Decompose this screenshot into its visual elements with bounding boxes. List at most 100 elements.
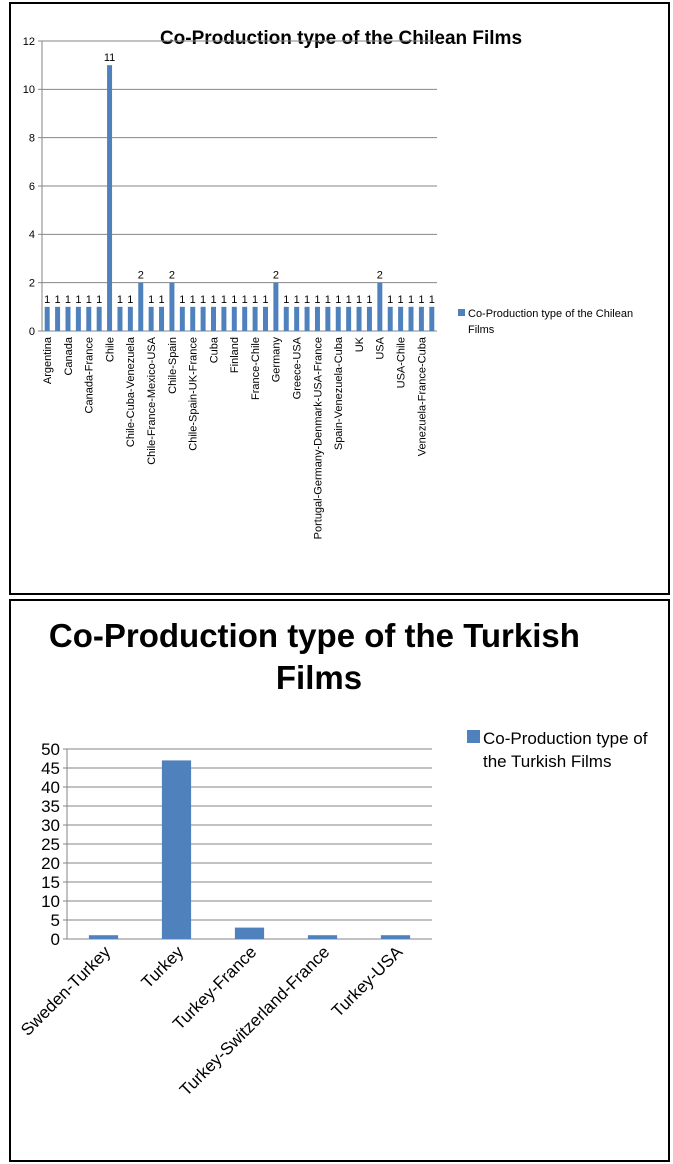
- chilean-x-label-uk: UK: [354, 336, 366, 352]
- turkish-chart-svg: Co-Production type of the Turkish Films …: [17, 617, 648, 1100]
- chilean-bar: [179, 306, 185, 331]
- chilean-bar: [86, 306, 92, 331]
- chilean-data-label: 1: [75, 294, 81, 306]
- turkish-bar: [161, 760, 192, 939]
- chilean-bar: [159, 306, 165, 331]
- chilean-y-tick-label: 10: [23, 84, 35, 96]
- chilean-data-label: 1: [335, 294, 341, 306]
- turkish-y-tick-label: 35: [41, 797, 60, 816]
- chilean-x-label-france-chile: France-Chile: [250, 337, 262, 400]
- chilean-data-label: 1: [44, 294, 50, 306]
- chilean-bar: [211, 306, 217, 331]
- chilean-x-label-spain-venezuela-cuba: Spain-Venezuela-Cuba: [333, 336, 345, 450]
- chilean-legend-key: [458, 309, 465, 316]
- chilean-data-label: 1: [231, 294, 237, 306]
- chilean-x-label-greece-usa: Greece-USA: [292, 336, 304, 399]
- chilean-data-label: 1: [65, 294, 71, 306]
- turkish-grid: [63, 748, 432, 940]
- turkish-chart-title: Co-Production type of the Turkish Films: [49, 617, 589, 696]
- chilean-data-label: 1: [86, 294, 92, 306]
- chilean-x-label-chile-france-mexico-usa: Chile-France-Mexico-USA: [146, 336, 158, 464]
- turkish-bars: [88, 760, 411, 939]
- chilean-legend: Co-Production type of the Chilean Films: [458, 308, 633, 336]
- chilean-y-tick-label: 2: [29, 278, 35, 290]
- turkish-y-tick-label: 45: [41, 759, 60, 778]
- turkish-bar: [234, 927, 265, 939]
- chilean-data-label: 1: [408, 294, 414, 306]
- chilean-grid: [38, 40, 437, 332]
- chilean-x-ticks: Argentina Canada Canada-France Chile Chile-C…: [42, 336, 428, 539]
- chilean-x-label-cuba: Cuba: [208, 336, 220, 363]
- turkish-x-label-turkey-usa: Turkey-USA: [328, 942, 407, 1021]
- chilean-bar: [356, 306, 362, 331]
- chilean-bar: [96, 306, 102, 331]
- chilean-data-label: 1: [158, 294, 164, 306]
- turkish-y-tick-label: 30: [41, 816, 60, 835]
- chilean-x-label-usa-chile: USA-Chile: [395, 337, 407, 388]
- turkish-bar: [88, 935, 119, 939]
- turkish-y-tick-label: 40: [41, 778, 60, 797]
- chilean-data-label: 1: [200, 294, 206, 306]
- chilean-bar: [231, 306, 237, 331]
- chilean-data-label: 2: [377, 270, 383, 282]
- chilean-bar: [398, 306, 404, 331]
- chilean-bar: [429, 306, 435, 331]
- chilean-chart-title: Co-Production type of the Chilean Films: [160, 28, 522, 49]
- chilean-bar: [346, 306, 352, 331]
- chilean-data-label: 1: [148, 294, 154, 306]
- chilean-data-label: 1: [429, 294, 435, 306]
- chilean-bar: [55, 306, 61, 331]
- chilean-bar: [314, 306, 320, 331]
- chilean-data-label: 1: [190, 294, 196, 306]
- chilean-bar: [127, 306, 133, 331]
- chilean-chart-panel: Co-Production type of the Chilean Films …: [9, 2, 670, 595]
- chilean-y-tick-label: 6: [29, 181, 35, 193]
- turkish-title-line-1: Co-Production type of the Turkish: [49, 617, 580, 654]
- chilean-bar: [366, 306, 372, 331]
- chilean-data-label: 1: [127, 294, 133, 306]
- turkish-y-tick-label: 5: [51, 911, 60, 930]
- chilean-bar: [335, 306, 341, 331]
- chilean-x-label-portugal-germany-denmark-usa-france: Portugal-Germany-Denmark-USA-France: [312, 337, 324, 539]
- turkish-x-ticks: Sweden-Turkey TurkeyTurkey-FranceTurkey-S…: [17, 942, 407, 1100]
- chilean-bar: [242, 306, 248, 331]
- chilean-y-tick-label: 0: [29, 326, 35, 338]
- chilean-data-label: 1: [346, 294, 352, 306]
- turkish-x-label-turkey: Turkey: [138, 942, 188, 992]
- chilean-data-label: 1: [356, 294, 362, 306]
- chilean-data-label: 1: [117, 294, 123, 306]
- turkish-bar: [307, 935, 338, 939]
- chilean-x-label-argentina: Argentina: [42, 336, 54, 384]
- turkish-legend-key: [467, 730, 480, 743]
- chilean-x-label-usa: USA: [375, 336, 387, 359]
- turkish-y-tick-label: 10: [41, 892, 60, 911]
- chilean-bar: [294, 306, 300, 331]
- chilean-bar: [75, 306, 81, 331]
- turkish-y-tick-label: 15: [41, 873, 60, 892]
- chilean-data-label: 1: [96, 294, 102, 306]
- chilean-data-label: 2: [273, 270, 279, 282]
- turkish-chart-panel: Co-Production type of the Turkish Films …: [9, 599, 670, 1162]
- chilean-data-label: 1: [418, 294, 424, 306]
- chilean-bar: [283, 306, 289, 331]
- chilean-x-label-canada: Canada: [63, 336, 75, 375]
- chilean-x-label-venezuela-france-cuba: Venezuela-France-Cuba: [416, 336, 428, 456]
- turkish-bar: [380, 935, 411, 939]
- turkish-y-tick-label: 50: [41, 740, 60, 759]
- chilean-bar: [387, 306, 393, 331]
- turkish-legend: Co-Production type of the Turkish Films: [467, 729, 648, 771]
- chilean-data-label: 1: [252, 294, 258, 306]
- chilean-x-label-finland: Finland: [229, 337, 241, 373]
- chilean-data-label: 2: [138, 270, 144, 282]
- chilean-chart-svg: Co-Production type of the Chilean Films …: [23, 28, 633, 539]
- chilean-data-label: 2: [169, 270, 175, 282]
- chilean-y-ticks: 0 2 4 6 8 10 12: [23, 36, 35, 338]
- turkish-legend-line-1: Co-Production type of: [483, 729, 648, 748]
- chilean-legend-line-1: Co-Production type of the Chilean: [468, 308, 633, 320]
- chilean-bar: [418, 306, 424, 331]
- chilean-data-label: 1: [325, 294, 331, 306]
- chilean-y-tick-label: 8: [29, 133, 35, 145]
- chilean-bar: [148, 306, 154, 331]
